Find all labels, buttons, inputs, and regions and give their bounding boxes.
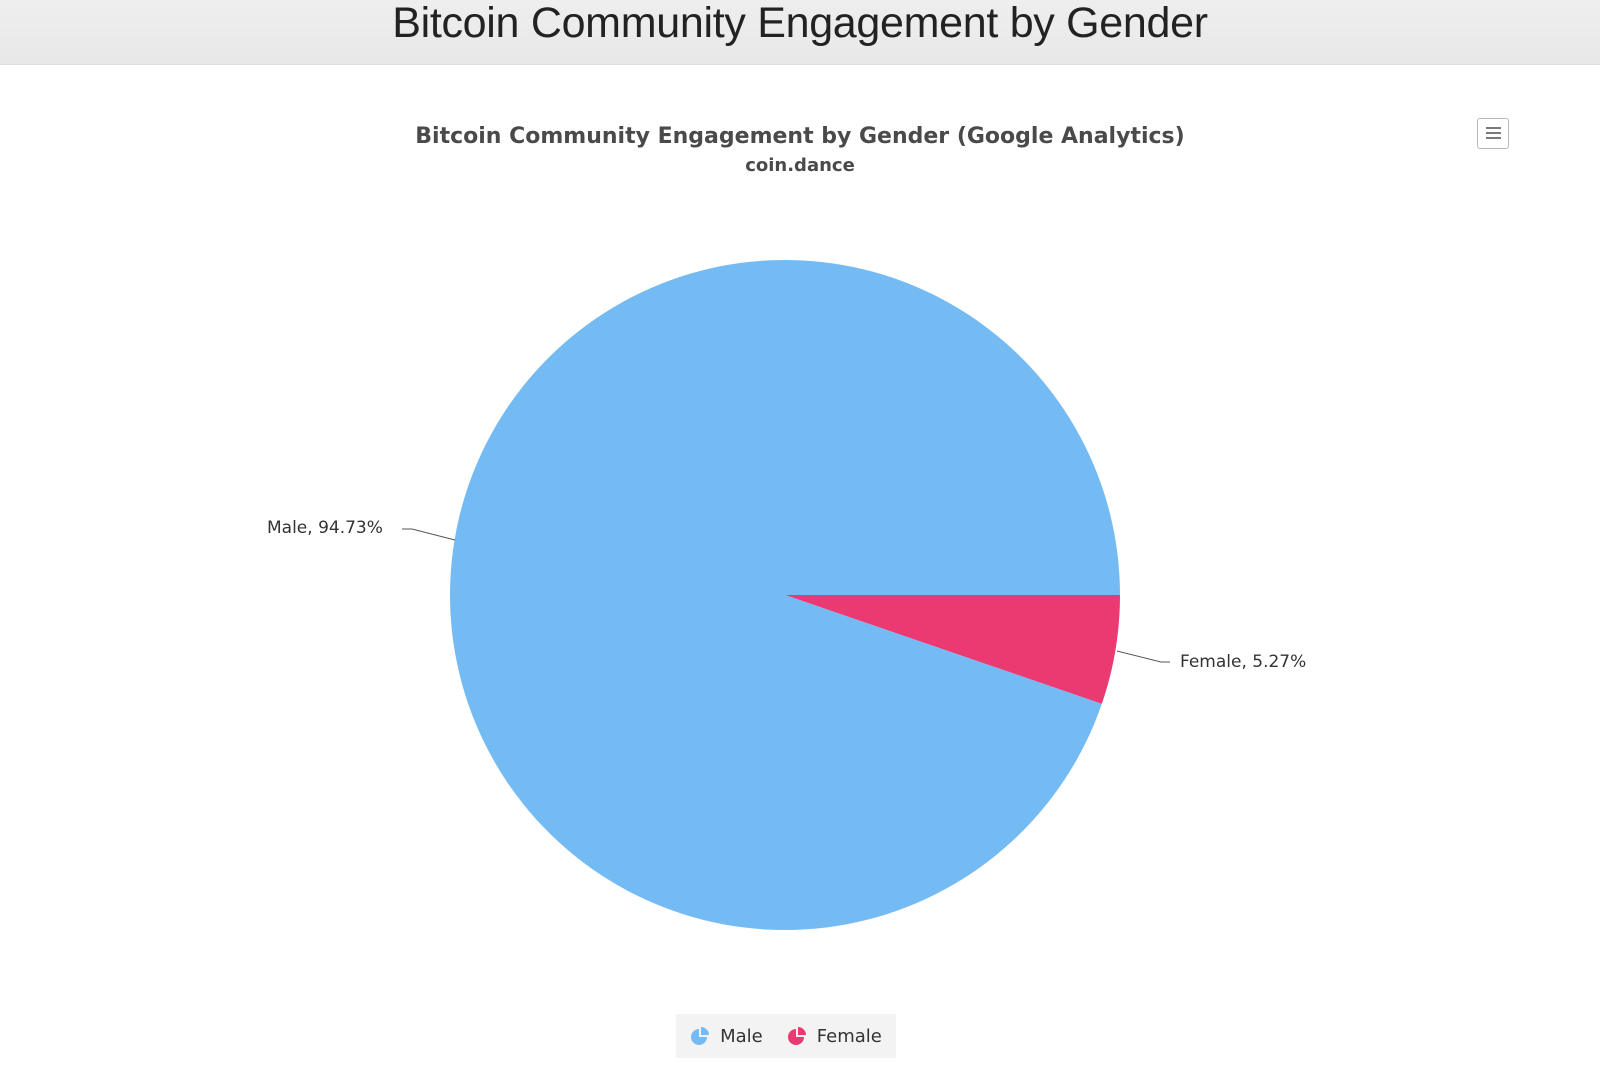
chart-context-menu-button[interactable]	[1477, 118, 1509, 149]
pie-chart	[402, 259, 1170, 931]
chart-subtitle: coin.dance	[745, 155, 855, 176]
pie-slice-male[interactable]	[450, 259, 1120, 931]
pie-slice-icon	[691, 1027, 710, 1045]
legend-label: Male	[720, 1025, 763, 1047]
legend-item-female[interactable]: Female	[787, 1026, 882, 1047]
hamburger-menu-icon	[1486, 127, 1501, 129]
page-title: Bitcoin Community Engagement by Gender	[392, 0, 1208, 47]
legend-label: Female	[816, 1025, 882, 1047]
male-data-label: Male, 94.73%	[267, 518, 383, 538]
female-label-connector	[1116, 650, 1170, 663]
chart-container: Bitcoin Community Engagement by Gender (…	[0, 64, 1600, 1068]
chart-legend: Male Female	[676, 1014, 896, 1058]
female-data-label: Female, 5.27%	[1180, 652, 1307, 672]
pie-slice-icon	[787, 1027, 806, 1045]
hamburger-menu-icon-line	[1486, 132, 1501, 134]
male-label-connector	[402, 528, 456, 541]
page-header: Bitcoin Community Engagement by Gender	[0, 0, 1600, 65]
pie-slices	[450, 259, 1120, 931]
chart-title: Bitcoin Community Engagement by Gender (…	[415, 124, 1185, 149]
pie-slice-female[interactable]	[785, 595, 1120, 704]
hamburger-menu-icon-line	[1486, 137, 1501, 139]
legend-item-male[interactable]: Male	[690, 1026, 763, 1047]
